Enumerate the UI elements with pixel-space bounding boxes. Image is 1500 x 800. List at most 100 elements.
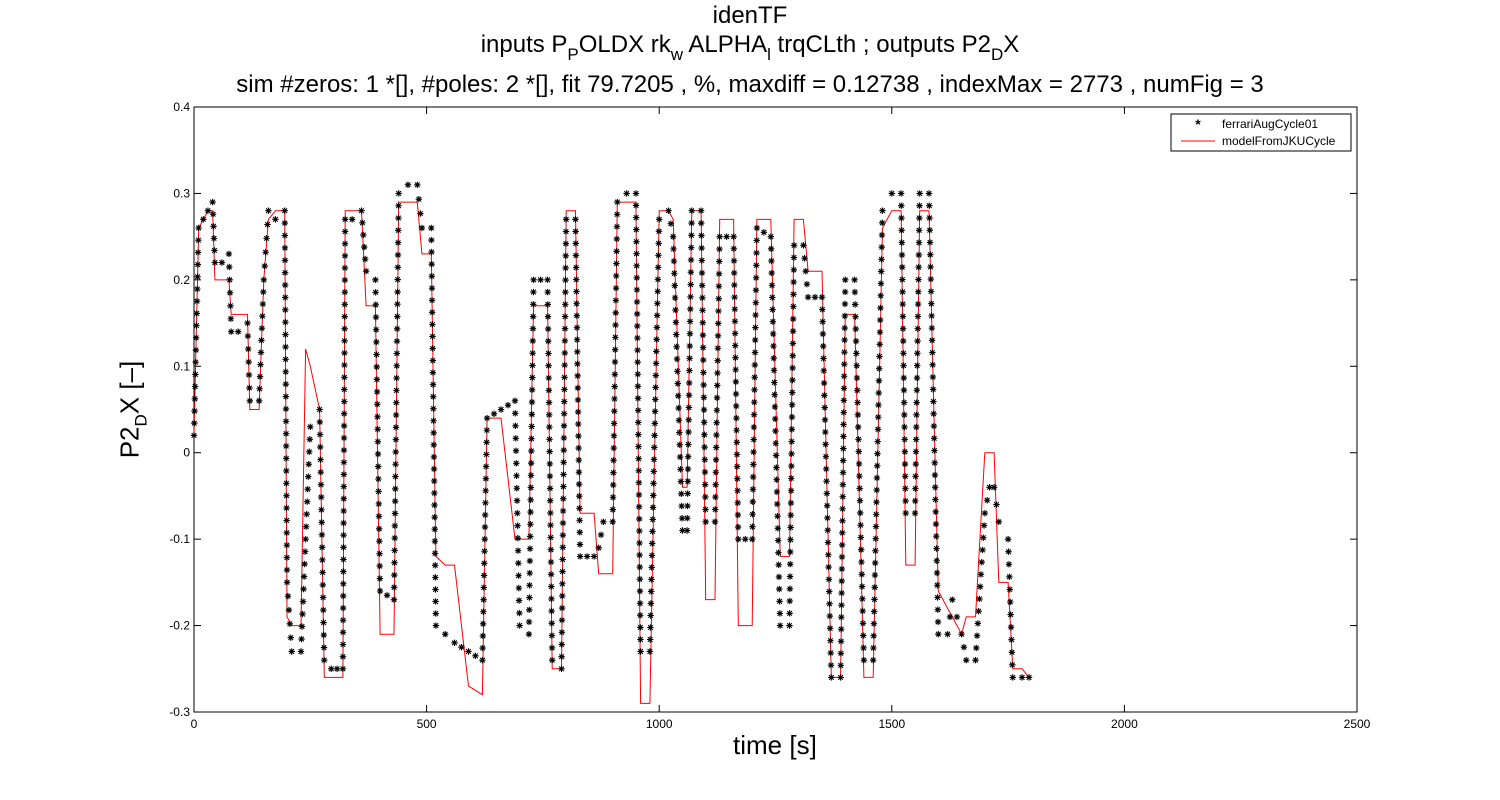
data-point-marker	[742, 535, 749, 543]
data-point-marker	[712, 469, 720, 476]
data-point-marker	[283, 517, 290, 524]
data-point-marker	[635, 443, 642, 450]
data-point-marker	[195, 224, 202, 232]
data-point-marker	[926, 226, 933, 234]
data-point-marker	[281, 244, 289, 252]
data-point-marker	[856, 485, 863, 492]
data-point-marker	[878, 231, 886, 239]
data-point-marker	[871, 584, 878, 591]
data-point-marker	[749, 498, 756, 506]
data-point-marker	[429, 381, 437, 388]
data-point-marker	[686, 367, 693, 374]
data-point-marker	[653, 312, 661, 319]
data-point-marker	[560, 471, 567, 478]
data-point-marker	[822, 441, 829, 448]
data-point-marker	[526, 606, 533, 613]
title-subscript-w: w	[670, 45, 684, 64]
data-point-marker	[632, 190, 640, 197]
data-point-marker	[925, 190, 933, 197]
data-point-marker	[299, 598, 307, 605]
data-point-marker	[963, 656, 970, 664]
data-point-marker	[837, 650, 845, 657]
data-point-marker	[786, 597, 793, 605]
data-point-marker	[282, 393, 290, 400]
data-point-marker	[393, 362, 400, 369]
data-point-marker	[548, 583, 555, 590]
data-point-marker	[776, 585, 783, 593]
data-point-marker	[774, 500, 781, 508]
data-point-marker	[610, 432, 618, 439]
data-point-marker	[431, 489, 438, 497]
data-point-marker	[858, 571, 865, 578]
data-point-marker	[771, 403, 779, 410]
data-point-marker	[837, 662, 844, 669]
data-point-marker	[841, 336, 848, 344]
data-point-marker	[547, 546, 555, 553]
data-point-marker	[282, 442, 290, 450]
data-point-marker	[1008, 636, 1015, 643]
data-point-marker	[283, 504, 290, 512]
data-point-marker	[195, 237, 202, 244]
data-point-marker	[841, 300, 849, 308]
data-point-marker	[317, 443, 324, 451]
data-point-marker	[340, 459, 348, 466]
title-subscript-p: P	[567, 45, 579, 64]
data-point-marker	[635, 503, 643, 511]
data-point-marker	[688, 232, 695, 239]
data-point-marker	[546, 423, 553, 431]
data-point-marker	[611, 383, 618, 390]
data-point-marker	[804, 293, 812, 301]
data-point-marker	[851, 288, 859, 296]
data-point-marker	[340, 446, 348, 454]
data-point-marker	[760, 229, 768, 236]
data-point-marker	[789, 352, 796, 359]
data-point-marker	[340, 507, 347, 515]
data-point-marker	[776, 598, 783, 605]
data-point-marker	[376, 562, 383, 570]
data-point-marker	[733, 463, 741, 470]
data-point-marker	[528, 398, 536, 406]
data-point-marker	[306, 436, 313, 443]
data-point-marker	[686, 342, 693, 350]
data-point-marker	[633, 310, 641, 318]
data-point-marker	[372, 313, 380, 321]
data-point-marker	[530, 276, 537, 284]
data-point-marker	[901, 423, 908, 431]
data-point-marker	[634, 371, 641, 378]
data-point-marker	[931, 447, 938, 454]
data-point-marker	[667, 220, 675, 227]
data-point-marker	[281, 232, 289, 239]
data-point-marker	[823, 490, 831, 497]
data-point-marker	[699, 344, 707, 351]
data-point-marker	[687, 256, 695, 264]
data-point-marker	[525, 631, 533, 638]
data-point-marker	[340, 471, 348, 478]
data-point-marker	[1007, 623, 1015, 631]
data-point-marker	[1005, 548, 1012, 555]
data-point-marker	[672, 319, 680, 326]
data-point-marker	[633, 274, 640, 282]
data-point-marker	[415, 195, 423, 203]
data-point-marker	[898, 239, 906, 246]
data-point-marker	[559, 592, 566, 600]
data-point-marker	[1006, 573, 1013, 581]
data-point-marker	[723, 233, 730, 240]
data-point-marker	[479, 632, 487, 640]
data-point-marker	[636, 575, 644, 583]
data-point-marker	[858, 558, 865, 566]
data-point-marker	[394, 264, 402, 271]
data-point-marker	[730, 269, 738, 277]
data-point-marker	[653, 336, 660, 343]
data-point-marker	[788, 475, 795, 482]
x-tick-label: 1500	[878, 717, 905, 731]
data-point-marker	[870, 632, 877, 640]
data-point-marker	[372, 301, 379, 308]
data-point-marker	[360, 231, 367, 239]
data-point-marker	[392, 448, 399, 456]
data-point-marker	[913, 387, 921, 394]
data-point-marker	[837, 638, 845, 645]
data-point-marker	[873, 499, 880, 506]
data-point-marker	[636, 551, 643, 559]
data-point-marker	[769, 330, 777, 338]
